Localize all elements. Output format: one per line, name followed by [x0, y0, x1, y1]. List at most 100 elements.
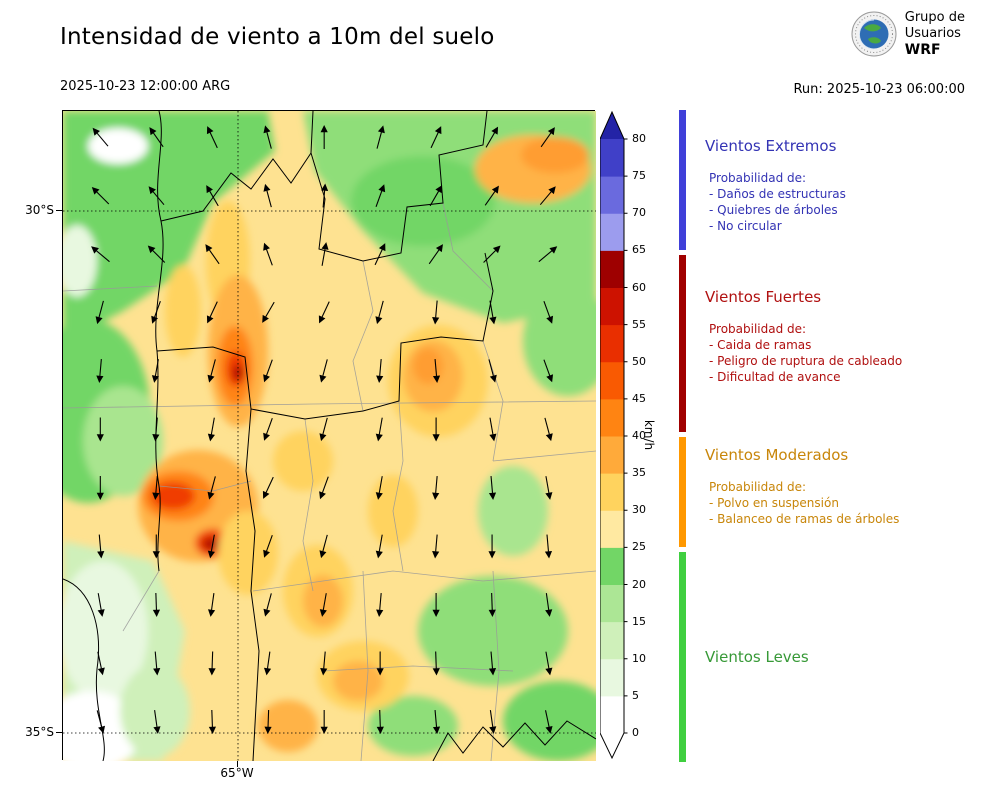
wind-arrow	[153, 651, 161, 676]
wind-arrow	[540, 127, 555, 148]
colorbar-segment-5-10	[600, 658, 624, 697]
colorbar-tick-5: 5	[632, 688, 639, 702]
legend-strip-extremos	[679, 110, 686, 250]
colorbar-segment-0-5	[600, 695, 624, 734]
colorbar-segment-30-35	[600, 473, 624, 511]
wind-arrow	[428, 244, 443, 265]
wind-arrow	[152, 534, 160, 559]
wind-arrow-layer	[91, 125, 558, 734]
wind-arrow	[544, 534, 553, 559]
wind-arrow	[263, 651, 272, 676]
wind-arrow	[539, 186, 556, 206]
wind-arrow	[206, 126, 218, 149]
legend-item: - Polvo en suspensión	[709, 496, 839, 510]
colorbar-tick-50: 50	[632, 354, 646, 368]
wind-arrow	[207, 534, 215, 559]
wind-arrow	[264, 709, 272, 734]
graticule	[63, 111, 596, 761]
wind-arrow	[208, 651, 216, 676]
wind-arrow	[489, 300, 497, 325]
wind-arrow	[208, 593, 216, 617]
colorbar-segment-10-15	[600, 621, 624, 660]
wrf-globe-icon	[851, 11, 897, 57]
wind-arrow	[152, 475, 160, 500]
wind-arrow	[321, 183, 329, 208]
wind-arrow	[153, 710, 161, 734]
wind-arrow	[206, 185, 219, 207]
colorbar-segment-35-40	[600, 436, 624, 474]
wind-intensity-map-svg	[63, 111, 596, 761]
legend-item: - Caida de ramas	[709, 338, 812, 352]
wind-arrow	[263, 242, 273, 266]
wind-arrow	[91, 246, 110, 263]
wind-arrow	[263, 183, 272, 208]
wind-arrow	[320, 125, 328, 149]
wind-arrow	[148, 186, 165, 206]
wind-arrow	[543, 301, 554, 324]
colorbar-tick-45: 45	[632, 391, 646, 405]
legend-item: - Daños de estructuras	[709, 187, 846, 201]
colorbar-segment-15-20	[600, 584, 624, 623]
lat-label-35s: 35°S	[25, 725, 54, 739]
colorbar-tick-70: 70	[632, 206, 646, 220]
legend-item: - Peligro de ruptura de cableado	[709, 354, 903, 368]
wind-arrow	[543, 359, 554, 383]
wind-arrow	[432, 475, 440, 500]
wind-arrow	[432, 358, 441, 383]
colorbar-segment-60-65	[600, 250, 624, 288]
wind-arrow	[92, 127, 109, 147]
wind-arrow	[320, 710, 328, 734]
legend-subtitle-fuertes: Probabilidad de:	[709, 322, 807, 336]
colorbar-tick-25: 25	[632, 540, 646, 554]
wind-arrow	[376, 709, 384, 734]
wind-arrow	[263, 359, 273, 383]
wind-arrow	[96, 476, 104, 500]
wind-arrow	[149, 127, 164, 148]
legend-title-moderados: Vientos Moderados	[705, 446, 849, 464]
wind-field-layer	[63, 111, 596, 761]
colorbar-segment-40-45	[600, 398, 624, 437]
wind-arrow	[485, 126, 499, 148]
wind-arrow	[205, 244, 220, 265]
colorbar-segment-55-60	[600, 287, 624, 326]
wind-arrow	[207, 476, 216, 500]
wind-arrow	[263, 593, 272, 617]
lon-tick-65w	[237, 761, 238, 767]
wind-arrow	[318, 301, 330, 324]
wind-arrow	[207, 417, 215, 442]
wind-arrow	[96, 710, 106, 734]
department-borders	[63, 202, 596, 761]
colorbar-over-arrow	[600, 112, 624, 139]
logo-org-line1: Grupo de	[904, 10, 965, 25]
wind-arrow	[429, 185, 443, 207]
colorbar	[599, 110, 628, 760]
wind-map	[62, 110, 596, 761]
run-time-label: Run: 2025-10-23 06:00:00	[793, 82, 965, 97]
colorbar-tick-55: 55	[632, 317, 646, 331]
colorbar-tick-60: 60	[632, 280, 646, 294]
colorbar-unit-label: km/h	[642, 419, 657, 451]
legend-item: - Balanceo de ramas de árboles	[709, 512, 900, 526]
wind-arrow	[432, 300, 440, 325]
wind-arrow	[96, 417, 104, 442]
colorbar-tick-40: 40	[632, 429, 646, 442]
wind-arrow	[151, 301, 161, 324]
wind-arrow	[484, 185, 499, 206]
wrf-logo: Grupo de Usuarios WRF	[851, 10, 965, 58]
wind-arrow	[151, 359, 159, 383]
colorbar-tick-35: 35	[632, 466, 646, 480]
colorbar-segment-20-25	[600, 547, 624, 585]
valid-time-label: 2025-10-23 12:00:00 ARG	[60, 79, 231, 94]
wind-arrow	[320, 651, 328, 676]
legend-subtitle-moderados: Probabilidad de:	[709, 480, 807, 494]
wind-arrow	[488, 534, 496, 559]
colorbar-tick-15: 15	[632, 614, 646, 628]
wind-arrow	[206, 301, 218, 324]
wind-arrow	[97, 651, 105, 676]
colorbar-segment-75-80	[600, 139, 624, 177]
province-borders	[63, 111, 596, 761]
wind-arrow	[262, 476, 274, 499]
legend-title-leves: Vientos Leves	[705, 648, 809, 666]
wind-arrow	[430, 126, 442, 149]
lat-label-30s: 30°S	[25, 203, 54, 217]
